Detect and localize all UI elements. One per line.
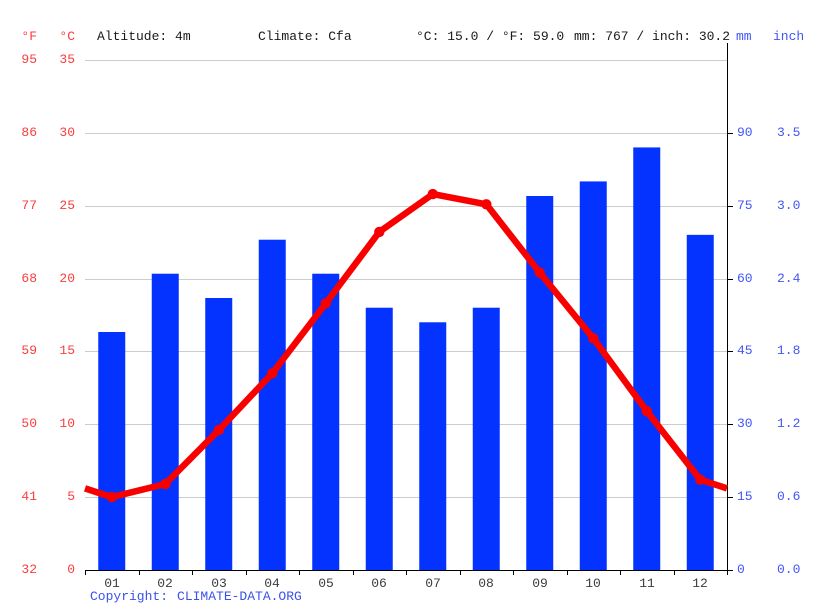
inch-axis-tick-0.6: 0.6 bbox=[777, 489, 801, 504]
mm-axis-tick-0: 0 bbox=[737, 562, 745, 577]
header-fahrenheit-unit: °F bbox=[21, 29, 37, 44]
climate-class-label: Climate: Cfa bbox=[258, 29, 352, 44]
inch-axis-tick-0.0: 0.0 bbox=[777, 562, 801, 577]
c-axis-tick-30: 30 bbox=[59, 125, 75, 140]
precip-bar-05 bbox=[312, 273, 340, 570]
copyright-line: Copyright: CLIMATE-DATA.ORG bbox=[90, 589, 302, 604]
precip-bar-04 bbox=[258, 239, 286, 570]
month-label-07: 07 bbox=[425, 576, 441, 591]
inch-axis-tick-1.8: 1.8 bbox=[777, 343, 801, 358]
mm-axis-tick-30: 30 bbox=[737, 416, 753, 431]
f-axis-tick-59: 59 bbox=[21, 343, 37, 358]
f-axis-tick-86: 86 bbox=[21, 125, 37, 140]
temp-marker-11 bbox=[641, 406, 652, 417]
temp-marker-02 bbox=[160, 478, 171, 490]
precip-bar-10 bbox=[579, 181, 607, 570]
f-axis-tick-41: 41 bbox=[21, 489, 37, 504]
temp-marker-10 bbox=[588, 333, 599, 344]
temp-marker-04 bbox=[267, 368, 278, 379]
precip-bar-12 bbox=[686, 234, 714, 570]
temp-marker-08 bbox=[481, 199, 492, 210]
temp-marker-09 bbox=[534, 267, 545, 278]
c-axis-tick-5: 5 bbox=[67, 489, 75, 504]
f-axis-tick-95: 95 bbox=[21, 52, 37, 67]
annual-precip-label: mm: 767 / inch: 30.2 bbox=[574, 29, 731, 44]
month-label-05: 05 bbox=[318, 576, 334, 591]
temp-marker-12 bbox=[695, 474, 706, 485]
temp-marker-07 bbox=[427, 188, 438, 200]
precip-bar-07 bbox=[419, 322, 447, 570]
climate-data-org-link[interactable]: CLIMATE-DATA.ORG bbox=[177, 589, 302, 604]
mm-axis-tick-45: 45 bbox=[737, 343, 753, 358]
c-axis-tick-20: 20 bbox=[59, 271, 75, 286]
month-label-06: 06 bbox=[371, 576, 387, 591]
month-label-01: 01 bbox=[104, 576, 120, 591]
inch-axis-tick-3.5: 3.5 bbox=[777, 125, 801, 140]
inch-axis-tick-3.0: 3.0 bbox=[777, 198, 801, 213]
precip-bar-01 bbox=[98, 332, 126, 570]
month-label-03: 03 bbox=[211, 576, 227, 591]
f-axis-tick-68: 68 bbox=[21, 271, 37, 286]
precip-bar-06 bbox=[365, 307, 393, 570]
mm-axis-tick-15: 15 bbox=[737, 489, 753, 504]
temp-marker-03 bbox=[213, 424, 224, 436]
inch-axis-tick-2.4: 2.4 bbox=[777, 271, 801, 286]
c-axis-tick-10: 10 bbox=[59, 416, 75, 431]
f-axis-tick-50: 50 bbox=[21, 416, 37, 431]
month-label-09: 09 bbox=[532, 576, 548, 591]
altitude-label: Altitude: 4m bbox=[97, 29, 191, 44]
c-axis-tick-25: 25 bbox=[59, 198, 75, 213]
month-label-10: 10 bbox=[585, 576, 601, 591]
temperature-line bbox=[83, 190, 729, 501]
temp-marker-01 bbox=[106, 491, 118, 503]
month-label-08: 08 bbox=[478, 576, 494, 591]
mm-axis-tick-90: 90 bbox=[737, 125, 753, 140]
temp-marker-05 bbox=[320, 298, 331, 309]
f-axis-tick-32: 32 bbox=[21, 562, 37, 577]
c-axis-tick-0: 0 bbox=[67, 562, 75, 577]
mm-axis-tick-75: 75 bbox=[737, 198, 753, 213]
precip-bar-02 bbox=[151, 273, 179, 570]
precip-bar-11 bbox=[633, 147, 661, 570]
header-inch-unit: inch bbox=[773, 29, 805, 44]
month-label-04: 04 bbox=[264, 576, 280, 591]
mm-axis-tick-60: 60 bbox=[737, 271, 753, 286]
header-mm-unit: mm bbox=[736, 29, 752, 44]
month-label-02: 02 bbox=[157, 576, 173, 591]
c-axis-tick-35: 35 bbox=[59, 52, 75, 67]
precip-bar-08 bbox=[472, 307, 500, 570]
month-label-12: 12 bbox=[692, 576, 708, 591]
header-celsius-unit: °C bbox=[59, 29, 75, 44]
temp-marker-06 bbox=[374, 226, 385, 238]
month-label-11: 11 bbox=[639, 576, 655, 591]
inch-axis-tick-1.2: 1.2 bbox=[777, 416, 801, 431]
precip-bar-09 bbox=[526, 196, 554, 570]
c-axis-tick-15: 15 bbox=[59, 343, 75, 358]
copyright-prefix: Copyright: bbox=[90, 589, 169, 604]
mean-temperature-label: °C: 15.0 / °F: 59.0 bbox=[416, 29, 565, 44]
f-axis-tick-77: 77 bbox=[21, 198, 37, 213]
